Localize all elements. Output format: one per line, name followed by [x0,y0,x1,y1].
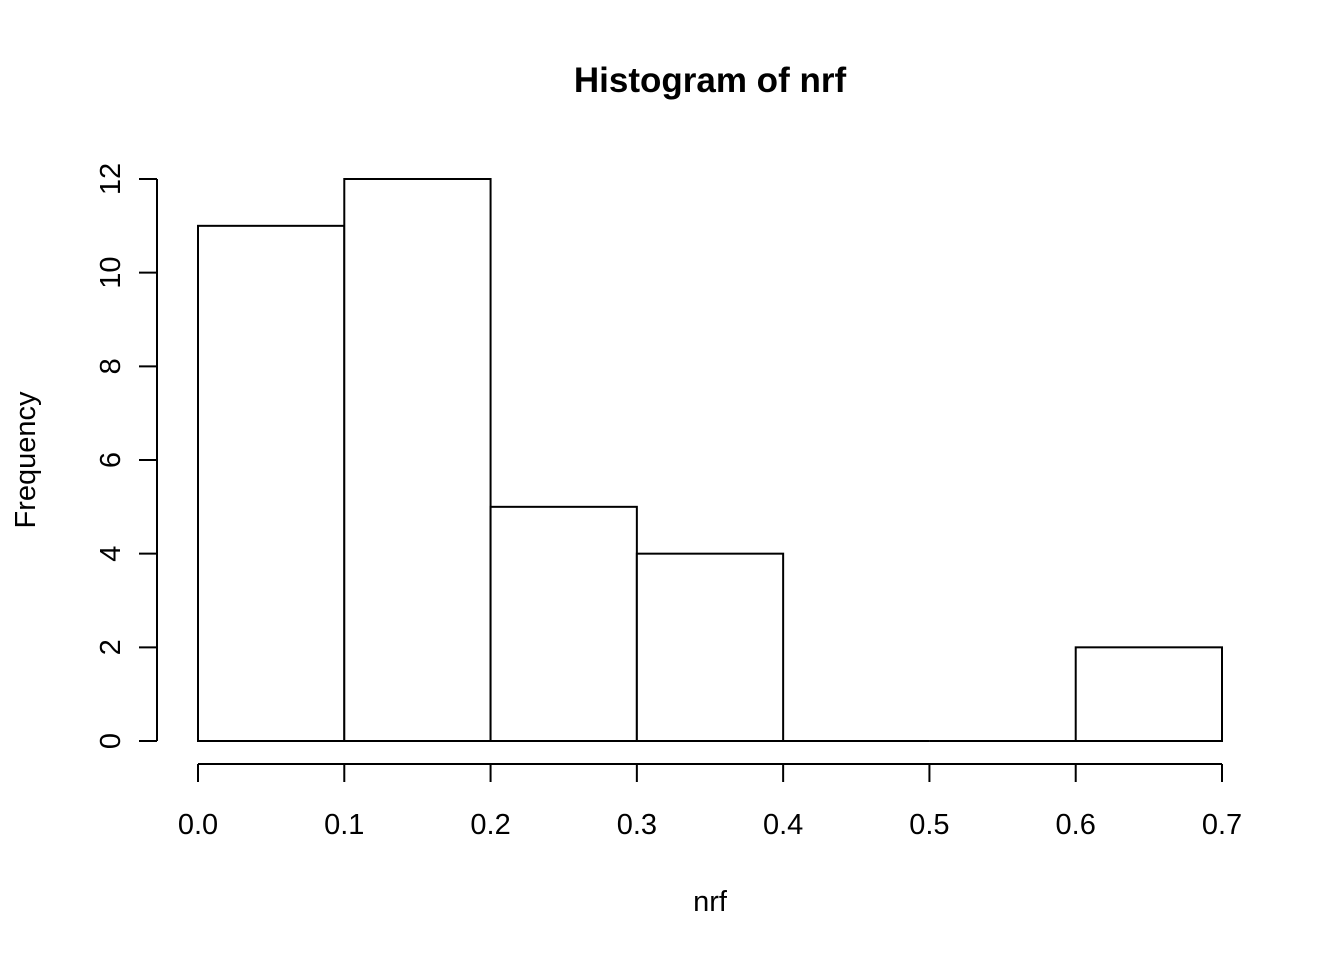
y-axis-label: Frequency [10,391,42,529]
x-tick-label: 0.3 [617,809,657,841]
x-axis-label: nrf [693,886,728,918]
x-tick-label: 0.5 [909,809,949,841]
x-tick-label: 0.6 [1056,809,1096,841]
y-tick-label: 4 [95,546,127,562]
y-tick-label: 0 [95,733,127,749]
x-tick-label: 0.1 [324,809,364,841]
histogram-bar [343,178,492,742]
histogram-bar [197,224,346,743]
x-tick-label: 0.7 [1202,809,1242,841]
histogram-bar [489,505,638,743]
y-tick-label: 2 [95,639,127,655]
y-tick-label: 6 [95,452,127,468]
y-tick-label: 10 [95,257,127,289]
y-axis: 0 2 4 6 8 10 12 [95,163,158,749]
y-tick-label: 12 [95,163,127,195]
x-axis: 0.0 0.1 0.2 0.3 0.4 0.5 0.6 0.7 [178,763,1242,841]
x-tick-label: 0.0 [178,809,218,841]
x-tick-label: 0.4 [763,809,803,841]
y-tick-label: 8 [95,358,127,374]
chart-title: Histogram of nrf [574,61,847,100]
bars-group [197,178,1223,743]
histogram-bar [635,552,785,743]
x-tick-label: 0.2 [470,809,510,841]
histogram-bar [1074,646,1223,742]
